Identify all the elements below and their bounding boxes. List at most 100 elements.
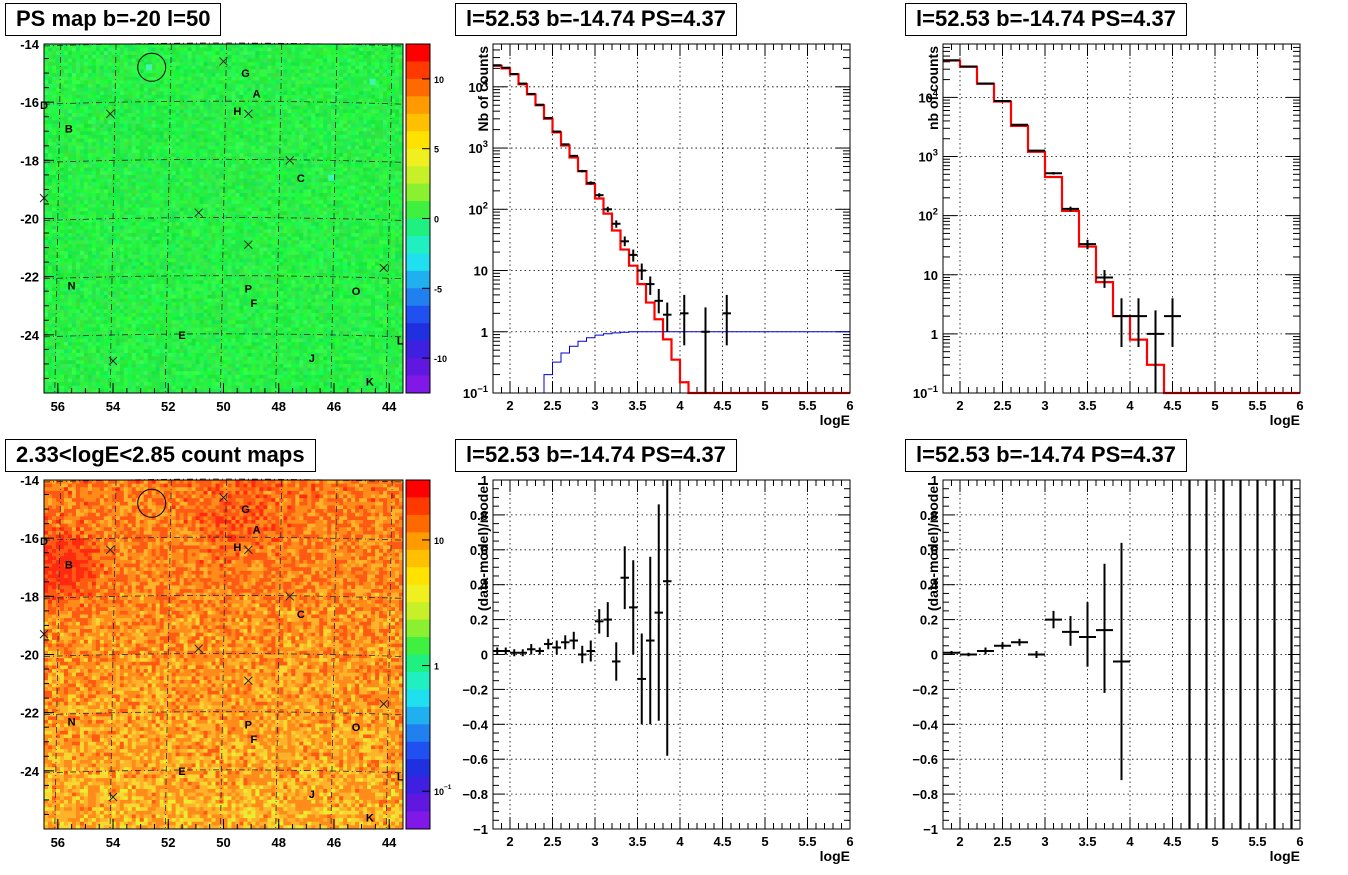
y-tick-label: -22 [20,706,39,721]
source-cross-marker [194,208,203,218]
data-point [994,642,1011,650]
spectrum-panel-right: 2 2.5 3 3.5 4 4.5 5 5.5 6 10−1 1 10 102 103 104 logE nb … [913,43,1304,428]
data-point [1079,602,1096,667]
source-label: F [251,298,258,310]
x-tick-label: 44 [382,399,397,414]
data-point [654,288,663,314]
data-point [620,236,629,247]
colorbar-segment [406,183,430,202]
source-label: O [352,286,361,298]
source-label: G [241,68,250,80]
map-longitude-line [385,43,393,394]
x-tick-label: 48 [271,835,285,850]
data-point [1113,542,1130,781]
colorbar-segment [406,340,430,359]
plot-frame [942,43,1301,394]
source-label: C [297,609,305,621]
y-tick-label: −0.2 [462,682,488,697]
map-longitude-line [220,479,227,830]
x-tick-label: 48 [271,399,285,414]
x-tick-label: 5.5 [798,834,816,849]
residual-right-title: l=52.53 b=-14.74 PS=4.37 [905,439,1187,472]
y-axis-label: Nb of counts [475,46,491,132]
data-point [595,609,604,634]
ps-cool-spot [145,64,152,71]
colorbar-segment [406,253,430,272]
x-tick-label: 46 [327,399,341,414]
x-tick-label: 54 [106,835,121,850]
map-longitude-line [275,479,283,830]
colorbar-segment [406,497,430,516]
colorbar-segment [406,637,430,655]
x-axis-label: logE [820,848,850,864]
data-point [654,504,663,721]
colorbar-segment [406,44,430,62]
y-tick-label: -18 [20,589,39,604]
x-axis-label: logE [820,412,850,428]
data-point [646,276,655,295]
y-tick-label: −0.6 [912,752,938,767]
colorbar-segment [406,480,430,498]
data-point [561,635,570,650]
y-tick-label: 0.8 [470,508,488,523]
source-label: K [366,376,374,388]
x-tick-label: 56 [51,835,65,850]
colorbar-segment [406,375,430,394]
x-tick-label: 6 [846,398,853,413]
colorbar: 10 1 10−1 [405,479,452,830]
map-longitude-line [275,43,283,394]
y-tick-label: −0.8 [462,787,488,802]
data-point [535,647,544,655]
spectrum-right-title: l=52.53 b=-14.74 PS=4.37 [905,3,1187,36]
x-tick-label: 52 [161,835,175,850]
x-tick-label: 4 [676,398,684,413]
data-point [701,307,710,393]
source-cross-marker [108,356,118,366]
data-point [680,294,689,346]
colorbar-tick-label: 5 [434,145,439,155]
colorbar-segment [406,218,430,237]
source-label: A [253,88,261,100]
colorbar-segment [406,776,430,795]
source-cross-marker [244,240,253,250]
y-tick-label: 0.4 [470,578,489,593]
y-tick-label: 0.8 [920,508,938,523]
colorbar-tick-label: 10 [434,75,444,85]
y-tick-label: 103 [918,148,938,165]
x-tick-label: 2.5 [543,398,561,413]
y-tick-label: -14 [20,473,40,488]
map-longitude-line [385,479,393,830]
colorbar-tick-label: -5 [434,284,442,294]
plot-frame [492,43,851,394]
source-label: C [297,173,305,185]
y-tick-label: -24 [20,328,40,343]
colorbar-segment [406,794,430,813]
colorbar-segment [406,706,430,725]
data-point [1045,610,1062,629]
colorbar-tick-label: 0 [434,215,439,225]
data-point [603,206,612,213]
x-tick-label: 50 [216,835,230,850]
data-point [612,642,621,681]
data-point [663,480,672,756]
colorbar-segment [406,78,430,97]
colorbar-segment [406,323,430,342]
data-point [629,560,638,655]
plot-frame [942,479,1301,830]
ps-cool-spot [328,174,335,181]
y-tick-label: -20 [20,212,39,227]
plot-frame [492,479,851,830]
data-point [629,249,638,262]
colorbar-segment [406,113,430,132]
y-tick-label: 0.2 [920,613,938,628]
data-point [510,649,519,657]
y-tick-label: −0.4 [912,717,938,732]
heatmap-cells [44,480,404,830]
spectrum-panel-left: 2 2.5 3 3.5 4 4.5 5 5.5 6 10−1 1 10 102 103 104 logE Nb … [463,43,854,428]
colorbar-segment [406,305,430,324]
x-tick-label: 3.5 [628,834,646,849]
data-point [561,143,570,146]
colorbar-segment [406,532,430,551]
residual-panel-right: 2 2.5 3 3.5 4 4.5 5 5.5 6 −1 −0.8 −0.6 −0.4 −0.2 0 0.2 0… [912,473,1303,864]
colorbar-segment [406,654,430,673]
